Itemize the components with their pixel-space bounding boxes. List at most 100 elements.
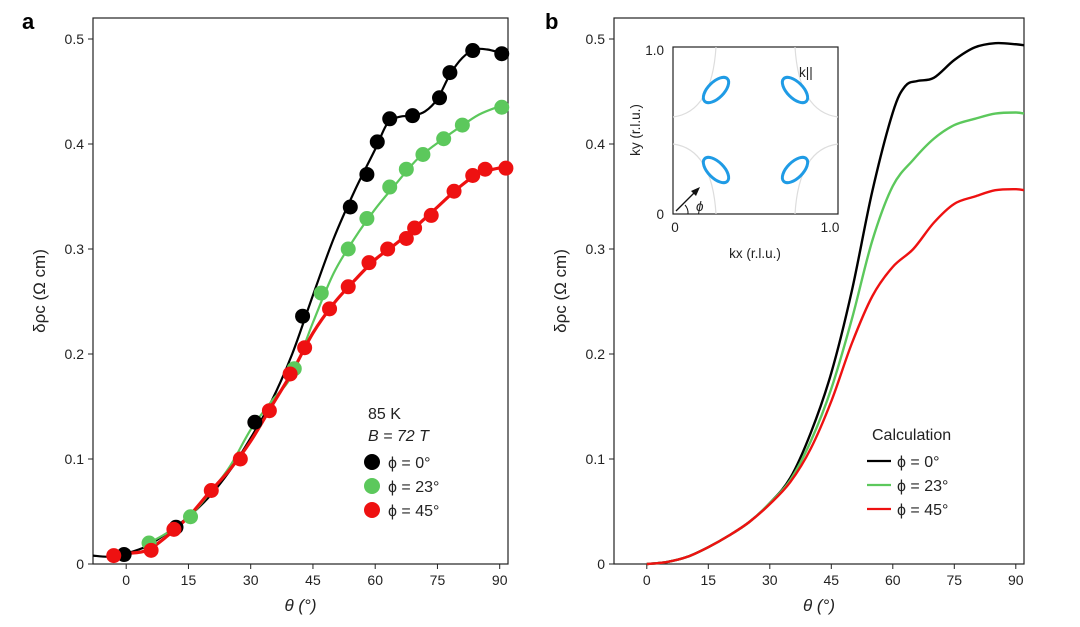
panel-a-chart: 0 15 30 45 60 75 90 0 0.1 0.2 0.3 0.4 0.5 θ (°) δρc (Ω…	[30, 17, 514, 615]
panel-b-letter: b	[545, 9, 558, 34]
panel-a-data-point-phi0-11	[465, 43, 481, 59]
panel-a-y-tick-label-0.4: 0.4	[65, 136, 85, 152]
panel-a-data-point-phi0-10	[442, 65, 458, 81]
panel-a-data-point-phi23-1	[183, 509, 199, 525]
inset-phi-angle-arc	[684, 204, 689, 215]
panel-a-data-point-phi45-7	[297, 340, 313, 356]
legend-a-label-phi23: ϕ = 23°	[388, 479, 439, 496]
panel-b-x-axis-title: θ (°)	[803, 596, 835, 615]
panel-a-data-point-phi45-2	[166, 521, 182, 537]
panel-a-data-point-phi0-2	[247, 414, 263, 430]
panel-b-x-tick-label-30: 30	[762, 572, 778, 588]
legend-a-label-phi45: ϕ = 45°	[388, 503, 439, 520]
panel-a-x-tick-label-90: 90	[492, 572, 508, 588]
panel-b-chart: 0 15 30 45 60 75 90 0 0.1 0.2 0.3 0.4 0.5 θ (°) δρc (Ω…	[551, 17, 1025, 615]
panel-a-x-tick-label-75: 75	[430, 572, 446, 588]
panel-b-y-tick-label-0.3: 0.3	[586, 241, 606, 257]
legend-a-field: B = 72 T	[368, 428, 430, 445]
panel-a-letter: a	[22, 9, 35, 34]
panel-b-x-tick-label-15: 15	[701, 572, 717, 588]
panel-a-data-point-phi45-16	[465, 168, 481, 183]
panel-a-x-tick-label-45: 45	[305, 572, 321, 588]
panel-a-plot-frame	[92, 17, 509, 565]
panel-a-data-point-phi45-1	[143, 542, 159, 558]
panel-a-data-point-phi23-5	[359, 211, 375, 227]
panel-a-data-point-phi0-8	[405, 108, 421, 124]
inset-pocket-bottom-left	[701, 155, 731, 185]
inset-y-tick-1: 1.0	[645, 43, 664, 58]
panel-a-data-point-phi23-11	[494, 99, 510, 115]
inset-y-tick-0: 0	[656, 207, 664, 222]
panel-b-y-tick-label-0: 0	[597, 556, 605, 572]
inset-x-label: kx (r.l.u.)	[729, 246, 781, 261]
panel-a-x-tick-label-15: 15	[181, 572, 197, 588]
legend-b: Calculation ϕ = 0° ϕ = 23° ϕ = 45°	[867, 427, 951, 519]
panel-a-data-point-phi0-6	[369, 134, 385, 150]
panel-a-data-point-phi23-4	[340, 241, 356, 257]
panel-a-data-point-phi0-9	[432, 90, 448, 106]
panel-a-data-point-phi45-18	[498, 160, 514, 176]
inset-fermi-surface: k|| ϕ 0 1.0 0 1.0 kx (r.l.u.) ky (r.l.u.…	[628, 43, 839, 261]
panel-a-y-tick-label-0: 0	[76, 556, 84, 572]
panel-a-x-tick-label-0: 0	[122, 572, 130, 588]
inset-x-tick-1: 1.0	[821, 220, 840, 235]
panel-a-data-point-phi23-6	[382, 179, 398, 195]
panel-a-data-point-phi23-3	[313, 285, 329, 301]
panel-a-y-axis-title: δρc (Ω cm)	[30, 249, 49, 333]
panel-a-data-point-phi23-7	[398, 161, 414, 177]
inset-y-label: ky (r.l.u.)	[628, 104, 643, 156]
legend-b-label-phi23: ϕ = 23°	[897, 478, 948, 495]
inset-phi-label: ϕ	[696, 199, 704, 214]
panel-a-data-point-phi45-3	[203, 483, 219, 498]
panel-a-y-tick-label-0.2: 0.2	[65, 346, 85, 362]
inset-frame	[672, 46, 839, 215]
panel-a-data-point-phi23-10	[454, 117, 470, 133]
panel-b-y-tick-label-0.4: 0.4	[586, 136, 606, 152]
panel-a-x-tick-label-30: 30	[243, 572, 259, 588]
panel-b-x-tick-label-45: 45	[824, 572, 840, 588]
panel-a-x-tick-label-60: 60	[367, 572, 383, 588]
legend-a: 85 K B = 72 T ϕ = 0° ϕ = 23° ϕ = 45°	[364, 406, 439, 520]
panel-a-data-point-phi45-10	[361, 255, 377, 271]
panel-b-y-tick-label-0.1: 0.1	[586, 451, 606, 467]
panel-b-y-tick-label-0.5: 0.5	[586, 31, 606, 47]
panel-b-y-tick-label-0.2: 0.2	[586, 346, 606, 362]
legend-a-marker-phi45	[364, 502, 380, 518]
panel-b-x-tick-label-60: 60	[885, 572, 901, 588]
legend-a-label-phi0: ϕ = 0°	[388, 455, 431, 472]
inset-pocket-top-left	[701, 75, 731, 105]
legend-a-marker-phi0	[364, 454, 380, 470]
panel-a-data-point-phi0-12	[494, 46, 510, 62]
panel-a-data-point-phi45-11	[380, 241, 396, 257]
inset-pocket-bottom-right	[780, 155, 810, 185]
panel-a-data-point-phi0-4	[342, 199, 358, 215]
panel-a-data-point-phi45-9	[340, 279, 356, 295]
panel-b-x-tick-label-75: 75	[947, 572, 963, 588]
panel-a-data-point-phi45-13	[407, 220, 423, 236]
panel-a-data-point-phi45-14	[423, 207, 439, 223]
legend-a-marker-phi23	[364, 478, 380, 494]
inset-x-tick-0: 0	[671, 220, 679, 235]
legend-b-label-phi0: ϕ = 0°	[897, 454, 940, 471]
panel-a-data-point-phi23-8	[415, 147, 431, 162]
legend-a-temperature: 85 K	[368, 406, 401, 423]
panel-b-plot-frame	[613, 17, 1025, 565]
panel-b-series-line-phi45	[646, 187, 1025, 566]
panel-a-data-point-phi0-3	[295, 308, 311, 324]
panel-a-data-point-phi45-15	[446, 183, 462, 199]
panel-a-x-axis-title: θ (°)	[284, 596, 316, 615]
panel-a-data-point-phi45-8	[322, 301, 338, 317]
legend-b-label-phi45: ϕ = 45°	[897, 502, 948, 519]
panel-a-y-tick-label-0.1: 0.1	[65, 451, 85, 467]
inset-phi-arrow	[675, 190, 697, 212]
panel-a-data-point-phi0-7	[382, 111, 398, 127]
panel-a-fit-line-phi23	[146, 105, 501, 546]
panel-b-plot-area	[646, 41, 1025, 566]
legend-b-title: Calculation	[872, 427, 951, 444]
panel-a-y-tick-label-0.5: 0.5	[65, 31, 85, 47]
panel-a-data-point-phi45-6	[282, 366, 298, 382]
panel-a-plot-area	[92, 43, 514, 564]
panel-a-data-point-phi45-12	[398, 231, 414, 246]
panel-a-y-tick-label-0.3: 0.3	[65, 241, 85, 257]
